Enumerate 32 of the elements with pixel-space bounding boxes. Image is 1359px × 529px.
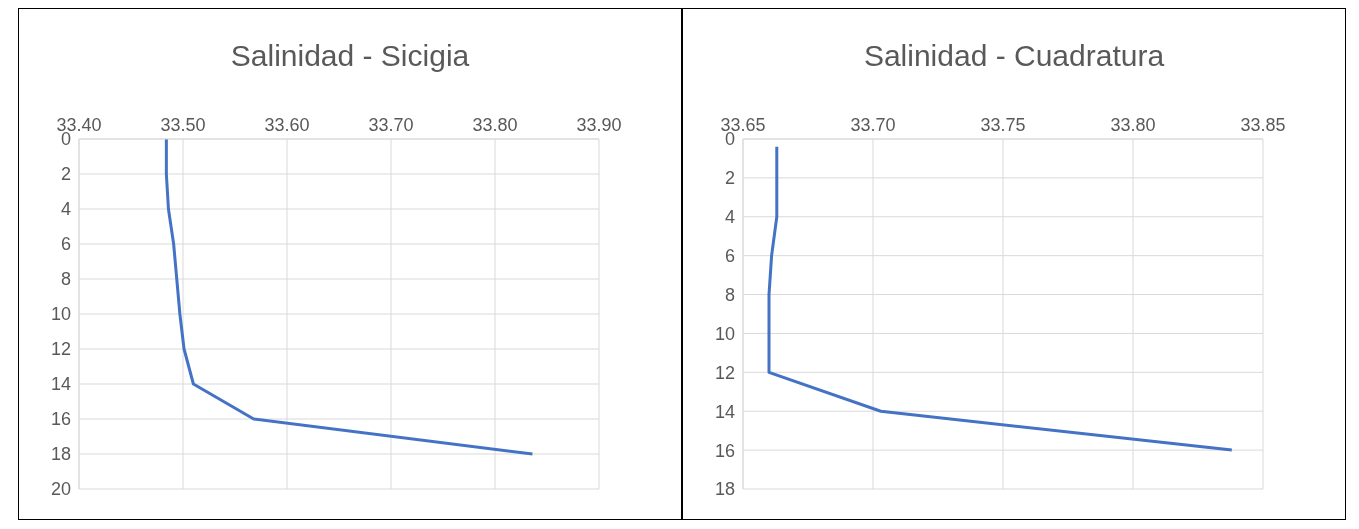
x-tick-label: 33.90 (576, 115, 622, 135)
line-series (164, 139, 534, 456)
x-tick-label: 33.70 (368, 115, 414, 135)
x-tick-label: 33.80 (472, 115, 518, 135)
x-tick-label: 33.80 (1110, 115, 1156, 135)
chart-title: Salinidad - Sicigia (229, 39, 471, 74)
x-tick-label: 33.70 (850, 115, 896, 135)
y-tick-label: 12 (50, 339, 71, 360)
y-tick-label: 10 (50, 304, 71, 325)
y-tick-label: 18 (714, 479, 735, 500)
y-tick-label: 2 (60, 164, 71, 185)
y-tick-label: 14 (714, 401, 735, 422)
x-tick-label: 33.75 (980, 115, 1026, 135)
y-tick-label: 4 (724, 207, 735, 228)
x-tick-label: 33.85 (1240, 115, 1286, 135)
y-tick-label: 16 (50, 409, 71, 430)
y-tick-label: 12 (714, 362, 735, 383)
y-tick-label: 16 (714, 440, 735, 461)
y-tick-label: 20 (50, 479, 71, 500)
x-tick-label: 33.50 (160, 115, 206, 135)
y-tick-label: 8 (60, 269, 71, 290)
chart-title: Salinidad - Cuadratura (862, 39, 1166, 74)
line-series (767, 145, 1234, 452)
y-tick-label: 10 (714, 323, 735, 344)
y-tick-label: 2 (724, 168, 735, 189)
y-tick-label: 6 (724, 246, 735, 267)
x-tick-label: 33.60 (264, 115, 310, 135)
y-tick-label: 6 (60, 234, 71, 255)
y-tick-label: 14 (50, 374, 71, 395)
y-tick-label: 8 (724, 284, 735, 305)
y-tick-label: 18 (50, 444, 71, 465)
y-tick-label: 4 (60, 199, 71, 220)
